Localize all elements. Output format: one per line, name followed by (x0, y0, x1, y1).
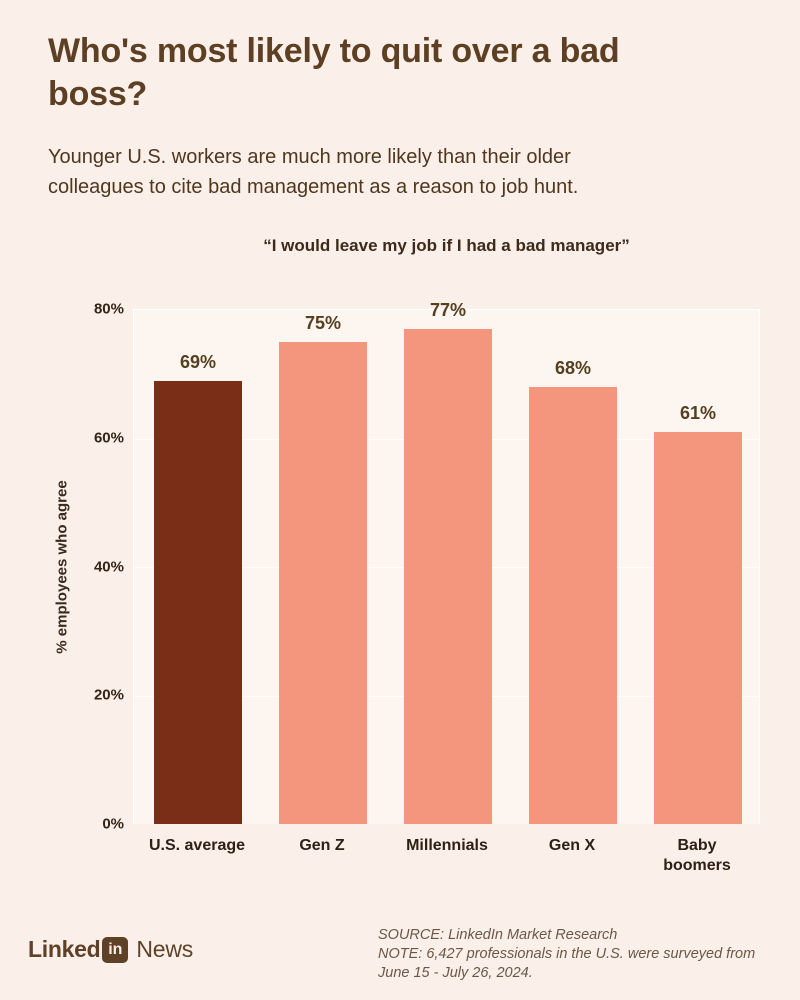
bar-baby-boomers (654, 432, 742, 824)
y-tick-20: 20% (93, 686, 124, 704)
bar-value-u-s-average: 69% (179, 351, 217, 372)
bar-value-gen-z: 75% (304, 313, 342, 334)
linkedin-news-logo: Linked in News (28, 936, 193, 963)
x-axis-labels: U.S. average Gen Z Millennials Gen X Baby bo… (133, 836, 760, 886)
x-label-gen-z: Gen Z (299, 837, 345, 854)
y-axis-ticks: 0% 20% 40% 60% 80% (0, 301, 124, 833)
bar-value-baby-boomers: 61% (679, 403, 717, 424)
bar-gen-x (529, 387, 617, 824)
bar-value-gen-x: 68% (554, 358, 592, 379)
bar-gen-z (279, 342, 367, 824)
y-tick-0: 0% (102, 815, 124, 833)
page-title: Who's most likely to quit over a bad bos… (48, 32, 620, 113)
bar-millennials (404, 329, 492, 824)
x-label-u-s-average: U.S. average (148, 837, 246, 854)
bar-column-baby-boomers: 61% (654, 310, 742, 824)
logo-linked-text: Linked (28, 936, 101, 962)
page-subtitle: Younger U.S. workers are much more likel… (48, 146, 579, 198)
bar-column-u-s-average: 69% (154, 310, 242, 824)
x-label-baby-boomers: Baby boomers (663, 837, 731, 874)
source-line: SOURCE: LinkedIn Market Research (378, 927, 618, 943)
bar-column-gen-z: 75% (279, 310, 367, 824)
bar-column-millennials: 77% (404, 300, 492, 824)
y-tick-60: 60% (93, 429, 124, 447)
source-note: SOURCE: LinkedIn Market Research NOTE: 6… (378, 926, 755, 983)
bar-value-millennials: 77% (429, 300, 467, 321)
y-tick-40: 40% (93, 558, 124, 575)
note-line: NOTE: 6,427 professionals in the U.S. we… (378, 946, 756, 962)
chart-title: “I would leave my job if I had a bad man… (263, 236, 630, 255)
plot-area: 69% 75% 77% 68% 61% (133, 300, 760, 824)
linkedin-logo-icon: in (102, 936, 129, 963)
bar-column-gen-x: 68% (529, 310, 617, 824)
note-line-2: June 15 - July 26, 2024. (378, 965, 533, 981)
x-label-millennials: Millennials (406, 837, 488, 854)
y-tick-80: 80% (93, 300, 124, 318)
x-label-gen-x: Gen X (548, 837, 596, 854)
bar-u-s-average (154, 380, 242, 824)
logo-news-text: News (136, 936, 194, 962)
